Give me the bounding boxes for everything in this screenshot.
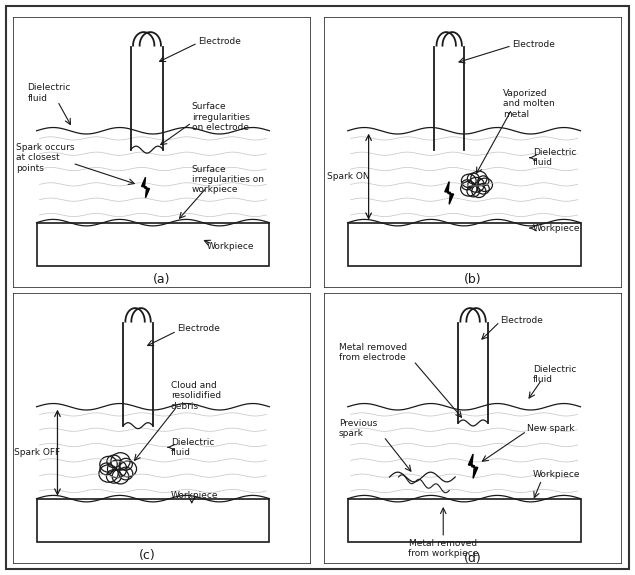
Text: Workpiece: Workpiece bbox=[207, 243, 254, 251]
Polygon shape bbox=[142, 177, 149, 198]
Text: Surface
irregularities on
workpiece: Surface irregularities on workpiece bbox=[192, 164, 264, 194]
Text: New spark: New spark bbox=[527, 424, 574, 433]
Text: Dielectric
fluid: Dielectric fluid bbox=[533, 148, 576, 167]
Text: Dielectric
fluid: Dielectric fluid bbox=[533, 365, 576, 384]
Polygon shape bbox=[444, 182, 453, 204]
Text: Electrode: Electrode bbox=[512, 40, 555, 49]
Text: Previous
spark: Previous spark bbox=[339, 419, 377, 438]
Text: (b): (b) bbox=[464, 273, 482, 286]
Bar bbox=[348, 499, 580, 542]
Text: Spark occurs
at closest
points: Spark occurs at closest points bbox=[16, 143, 74, 172]
Text: Metal removed
from electrode: Metal removed from electrode bbox=[339, 343, 407, 362]
Text: Electrode: Electrode bbox=[500, 316, 543, 325]
Text: Vaporized
and molten
metal: Vaporized and molten metal bbox=[503, 89, 554, 118]
Text: Electrode: Electrode bbox=[177, 324, 220, 333]
Text: Spark ON: Spark ON bbox=[327, 172, 370, 181]
Text: Dielectric
fluid: Dielectric fluid bbox=[28, 83, 71, 102]
Text: (a): (a) bbox=[153, 273, 171, 286]
Text: Surface
irregularities
on electrode: Surface irregularities on electrode bbox=[192, 102, 250, 132]
Text: Workpiece: Workpiece bbox=[533, 470, 580, 479]
Text: (d): (d) bbox=[464, 551, 482, 565]
Text: Workpiece: Workpiece bbox=[533, 224, 580, 232]
Bar bbox=[37, 223, 269, 266]
Polygon shape bbox=[469, 454, 478, 478]
Bar bbox=[348, 223, 580, 266]
Text: Cloud and
resolidified
debris: Cloud and resolidified debris bbox=[171, 381, 221, 411]
Bar bbox=[37, 499, 269, 542]
Text: Metal removed
from workpiece: Metal removed from workpiece bbox=[408, 539, 478, 558]
Text: Electrode: Electrode bbox=[197, 37, 241, 46]
Text: (c): (c) bbox=[138, 549, 156, 562]
Text: Dielectric
fluid: Dielectric fluid bbox=[171, 438, 214, 457]
Text: Spark OFF: Spark OFF bbox=[14, 448, 60, 457]
Text: Workpiece: Workpiece bbox=[171, 492, 218, 500]
